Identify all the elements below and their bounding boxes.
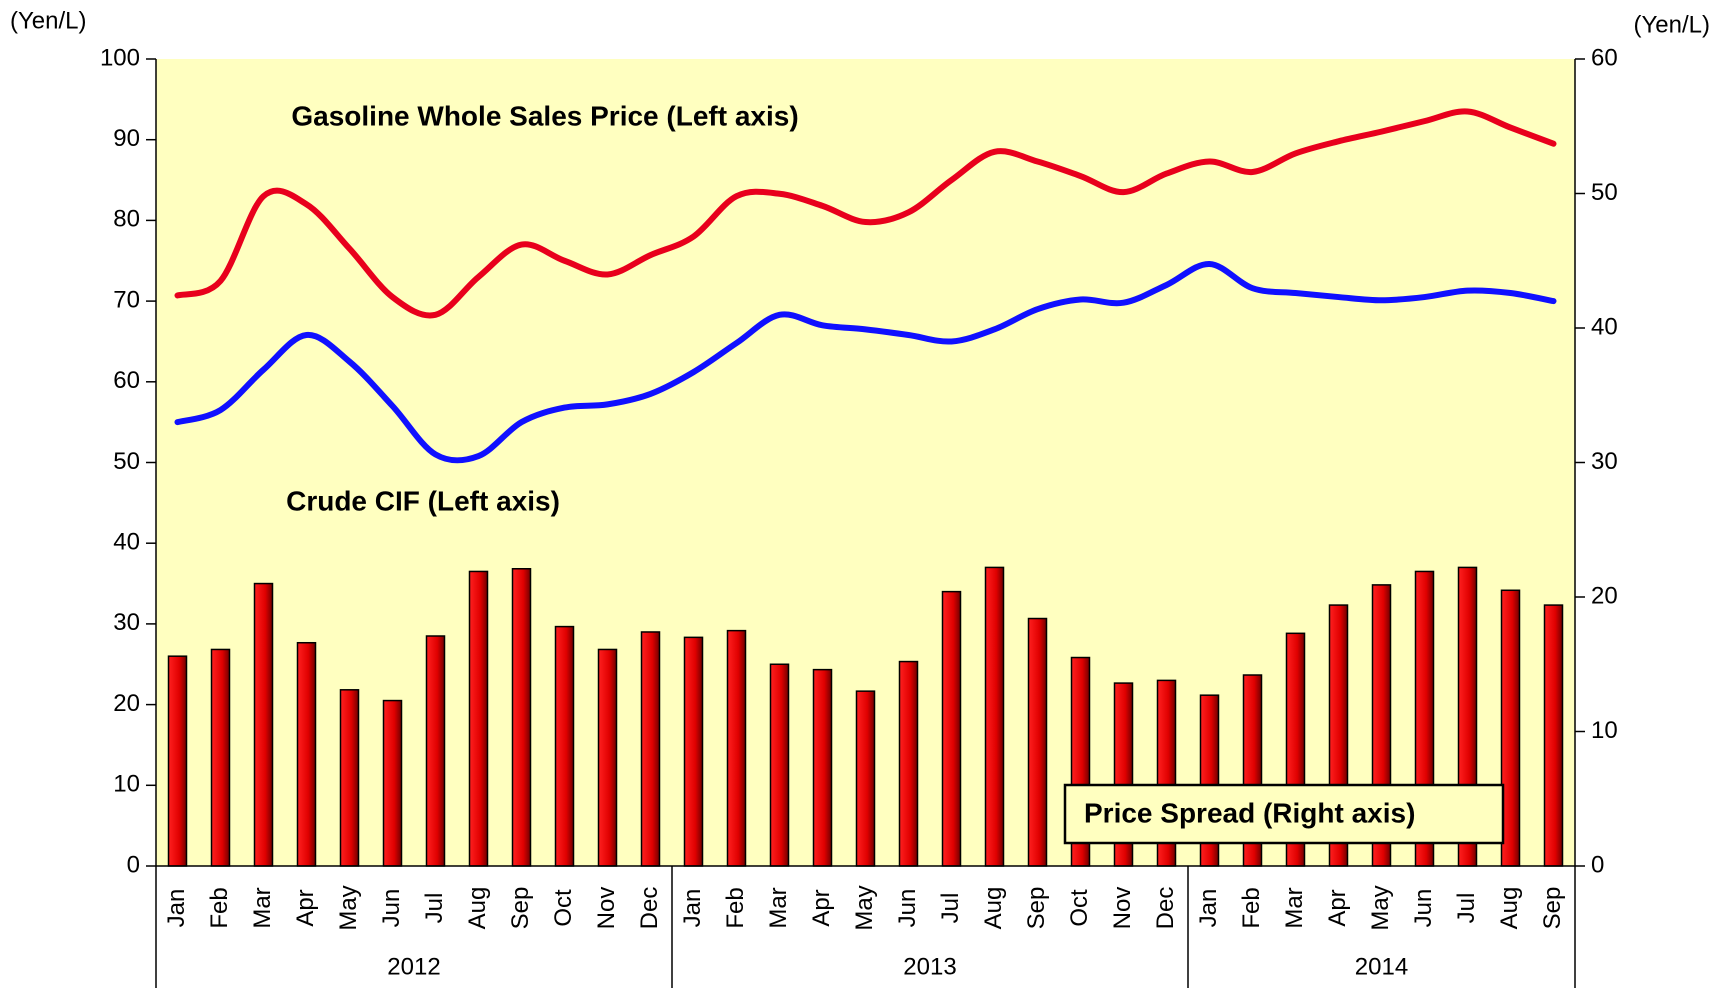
y2-tick-label: 60 <box>1591 44 1618 71</box>
bar <box>554 625 575 867</box>
y-tick-label: 10 <box>113 771 140 798</box>
x-tick-label: Apr <box>292 889 319 926</box>
x-tick-label: Sep <box>507 887 534 930</box>
x-tick-label: Sep <box>1539 887 1566 930</box>
x-tick-label: Jun <box>894 889 921 928</box>
x-tick-label: Jun <box>378 889 405 928</box>
y2-tick-label: 40 <box>1591 313 1618 340</box>
bar <box>941 590 962 867</box>
bar <box>855 690 876 867</box>
bar <box>1027 617 1048 867</box>
x-tick-label: Jan <box>163 889 190 928</box>
line <box>174 260 1557 464</box>
bar <box>425 635 446 867</box>
x-tick-label: Nov <box>593 887 620 930</box>
y2-tick-label: 50 <box>1591 179 1618 206</box>
y2-tick-label: 20 <box>1591 582 1618 609</box>
y2-axis-label: (Yen/L) <box>1634 11 1711 38</box>
y2-tick-label: 10 <box>1591 717 1618 744</box>
legend-label: Price Spread (Right axis) <box>1084 797 1415 828</box>
year-label: 2012 <box>387 953 440 980</box>
x-tick-label: Dec <box>636 887 663 930</box>
x-tick-label: Mar <box>765 887 792 928</box>
x-tick-label: Aug <box>464 887 491 930</box>
x-tick-label: Aug <box>1496 887 1523 930</box>
bar <box>769 663 790 867</box>
y-tick-label: 70 <box>113 286 140 313</box>
y-tick-label: 80 <box>113 206 140 233</box>
x-tick-label: Apr <box>1324 889 1351 926</box>
y-tick-label: 90 <box>113 125 140 152</box>
bar <box>253 582 274 867</box>
year-label: 2013 <box>903 953 956 980</box>
x-tick-label: Feb <box>206 887 233 928</box>
bar <box>382 699 403 867</box>
bar <box>597 648 618 867</box>
x-tick-label: Jul <box>421 893 448 924</box>
bar <box>683 636 704 867</box>
bar <box>339 689 360 867</box>
y-tick-label: 60 <box>113 367 140 394</box>
series-annotation: Gasoline Whole Sales Price (Left axis) <box>291 100 798 131</box>
x-tick-label: Apr <box>808 889 835 926</box>
x-tick-label: Mar <box>249 887 276 928</box>
series-annotation: Crude CIF (Left axis) <box>286 485 560 516</box>
legend-box <box>1063 783 1505 845</box>
y-tick-label: 50 <box>113 448 140 475</box>
y-tick-label: 100 <box>100 44 140 71</box>
y-axis-label: (Yen/L) <box>10 7 87 34</box>
bar <box>167 655 188 867</box>
bar <box>898 660 919 867</box>
x-tick-label: Jul <box>1453 893 1480 924</box>
bar <box>640 631 661 867</box>
y-tick-label: 20 <box>113 690 140 717</box>
bar <box>296 641 317 867</box>
x-tick-label: Aug <box>980 887 1007 930</box>
x-tick-label: May <box>1367 885 1394 930</box>
x-tick-label: Nov <box>1109 887 1136 930</box>
x-tick-label: May <box>851 885 878 930</box>
x-tick-label: Feb <box>722 887 749 928</box>
x-tick-label: Jul <box>937 893 964 924</box>
bar <box>812 668 833 867</box>
x-tick-label: Mar <box>1281 887 1308 928</box>
x-tick-label: Feb <box>1238 887 1265 928</box>
bar <box>1543 604 1564 867</box>
y2-tick-label: 0 <box>1591 851 1604 878</box>
bar <box>726 629 747 867</box>
x-tick-label: Jun <box>1410 889 1437 928</box>
year-label: 2014 <box>1355 953 1408 980</box>
bar <box>210 648 231 867</box>
x-tick-label: Oct <box>550 889 577 927</box>
x-tick-label: Sep <box>1023 887 1050 930</box>
x-tick-label: Oct <box>1066 889 1093 927</box>
y-tick-label: 30 <box>113 609 140 636</box>
line <box>174 108 1557 319</box>
x-tick-label: May <box>335 885 362 930</box>
bar <box>511 568 532 867</box>
x-tick-label: Dec <box>1152 887 1179 930</box>
bar <box>468 570 489 867</box>
x-tick-label: Jan <box>679 889 706 928</box>
y-tick-label: 0 <box>127 851 140 878</box>
y-tick-label: 40 <box>113 529 140 556</box>
bar <box>984 566 1005 867</box>
x-tick-label: Jan <box>1195 889 1222 928</box>
y2-tick-label: 30 <box>1591 448 1618 475</box>
